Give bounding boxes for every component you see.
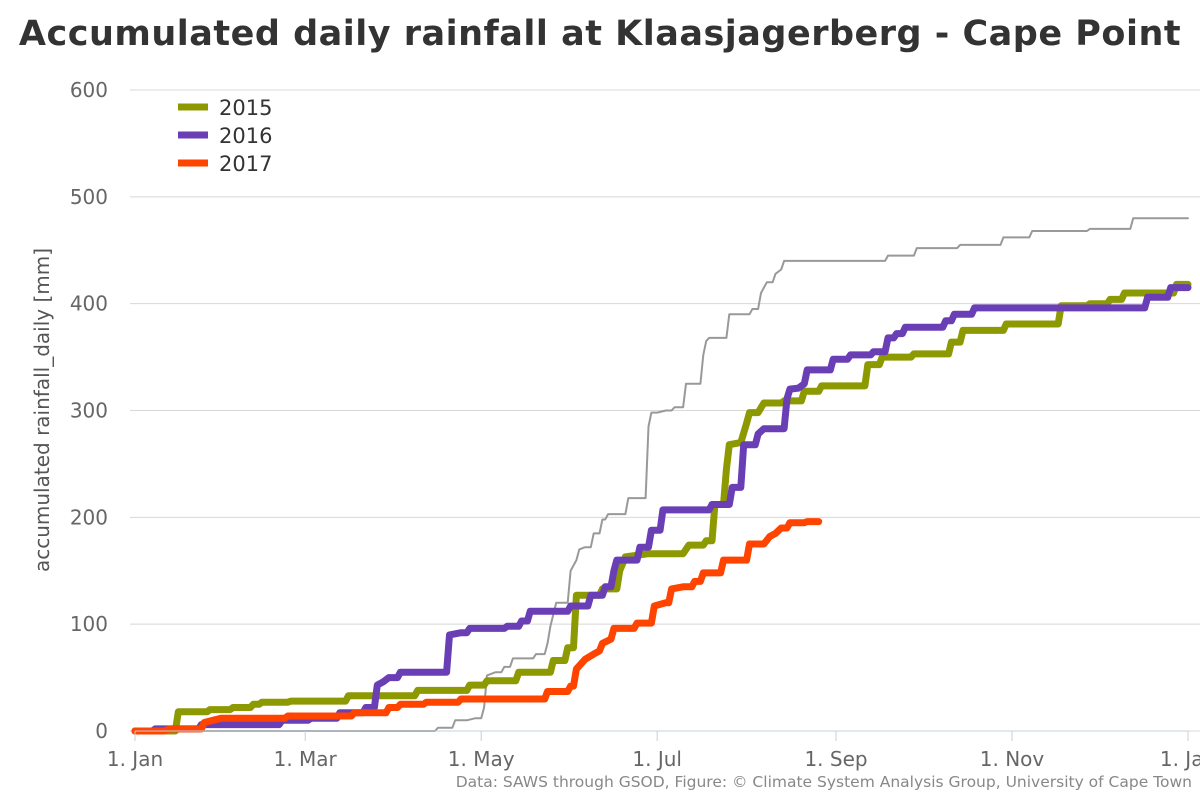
y-tick-label: 500 xyxy=(70,185,108,209)
y-tick-label: 100 xyxy=(70,612,108,636)
chart-title: Accumulated daily rainfall at Klaasjager… xyxy=(18,14,1182,54)
y-tick-label: 300 xyxy=(70,399,108,423)
y-tick-label: 200 xyxy=(70,505,108,529)
series-line-2015[interactable] xyxy=(131,280,1192,735)
y-tick-label: 0 xyxy=(95,719,108,743)
x-tick-label: 1. Sep xyxy=(804,747,867,771)
series-line-2016[interactable] xyxy=(131,284,1192,735)
legend-item-2015[interactable]: 2015 xyxy=(178,96,272,120)
y-tick-label: 400 xyxy=(70,292,108,316)
legend-label: 2015 xyxy=(219,96,272,120)
legend-label: 2017 xyxy=(219,152,272,176)
series-line-reference[interactable] xyxy=(134,217,1189,732)
x-axis: 1. Jan 1. Mar 1. May 1. Jul 1. Sep 1. Nov 1. J… xyxy=(107,730,1200,771)
x-tick-label: 1. Mar xyxy=(274,747,338,771)
series-line-2017[interactable] xyxy=(131,518,823,735)
legend-item-2017[interactable]: 2017 xyxy=(178,152,272,176)
series-layer xyxy=(131,217,1192,735)
x-tick-label: 1. Jan xyxy=(107,747,163,771)
x-tick-label: 1. Jul xyxy=(632,747,682,771)
legend-item-2016[interactable]: 2016 xyxy=(178,124,272,148)
legend-label: 2016 xyxy=(219,124,272,148)
y-tick-label: 600 xyxy=(70,78,108,102)
credits[interactable]: Data: SAWS through GSOD, Figure: © Clima… xyxy=(455,773,1192,791)
x-tick-label: 1. Nov xyxy=(980,747,1045,771)
x-tick-label: 1. Jan xyxy=(1160,747,1200,771)
legend: 2015 2016 2017 xyxy=(178,96,272,176)
grid-lines: 0 100 200 300 400 500 600 xyxy=(70,78,1200,743)
x-tick-label: 1. May xyxy=(448,747,515,771)
